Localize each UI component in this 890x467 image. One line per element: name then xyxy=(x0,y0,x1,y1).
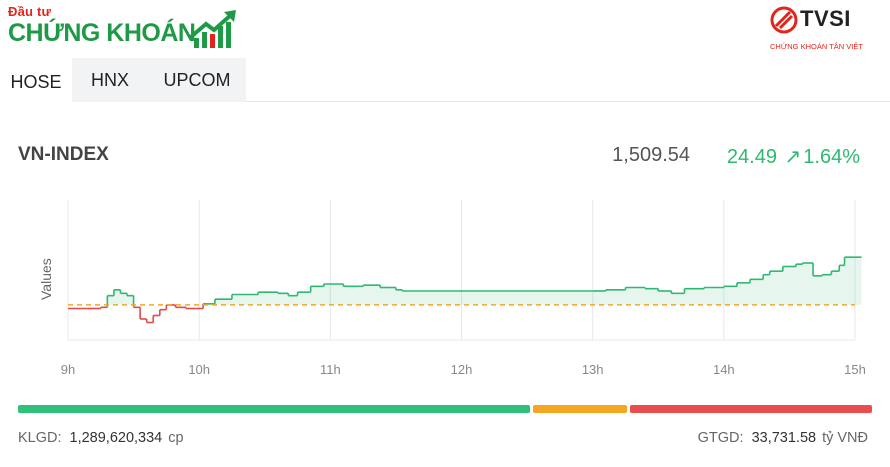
gtgd-value: 33,731.58 xyxy=(751,430,817,446)
klgd-value: 1,289,620,334 xyxy=(69,430,163,446)
tvsi-emblem-icon xyxy=(770,6,798,34)
x-tick-label: 14h xyxy=(713,362,735,377)
tvsi-logo[interactable]: TVSI CHỨNG KHOÁN TÂN VIỆT xyxy=(770,6,880,54)
index-value: 1,509.54 xyxy=(612,144,690,166)
klgd-label: KLGD: xyxy=(18,430,62,446)
value-summary: GTGD: 33,731.58 tỷ VNĐ xyxy=(698,430,868,446)
x-tick-label: 15h xyxy=(844,362,866,377)
brand-subtitle: CHỨNG KHOÁN TÂN VIỆT xyxy=(770,42,863,51)
gtgd-unit: tỷ VNĐ xyxy=(822,430,868,446)
dautu-chungkhoan-logo[interactable]: Đầu tư CHỨNG KHOÁN xyxy=(8,4,248,52)
brand-name: TVSI xyxy=(800,6,851,31)
x-tick-label: 10h xyxy=(188,362,210,377)
logo-top-text: Đầu tư xyxy=(8,4,52,19)
intraday-chart: 9h 10h 11h 12h 13h 14h 15h xyxy=(0,185,890,385)
index-change-points: 24.49 xyxy=(726,146,777,168)
index-change-percent: 1.64% xyxy=(803,146,860,168)
header: Đầu tư CHỨNG KHOÁN TVSI CHỨNG KHOÁN TÂN … xyxy=(0,0,890,60)
tab-hnx[interactable]: HNX xyxy=(72,58,148,102)
tab-hose[interactable]: HOSE xyxy=(0,60,72,104)
intraday-chart-svg: 9h 10h 11h 12h 13h 14h 15h xyxy=(61,200,866,377)
arrow-up-right-icon: ↗ xyxy=(784,146,802,168)
logo-main-text: CHỨNG KHOÁN xyxy=(8,19,196,47)
growth-chart-icon xyxy=(190,10,236,48)
klgd-unit: cp xyxy=(168,430,184,446)
x-tick-label: 13h xyxy=(582,362,604,377)
exchange-tabs: HOSE HNX UPCOM xyxy=(0,58,890,104)
x-tick-label: 11h xyxy=(320,362,341,377)
x-tick-label: 12h xyxy=(451,362,473,377)
gtgd-label: GTGD: xyxy=(697,430,744,446)
y-axis-label: Values xyxy=(38,258,54,300)
tab-upcom[interactable]: UPCOM xyxy=(148,58,246,102)
index-change: 24.49 ↗ 1.64% xyxy=(727,144,860,169)
x-tick-label: 9h xyxy=(61,362,75,377)
decliners-bar xyxy=(630,405,872,413)
advancers-bar xyxy=(18,405,530,413)
area-fill-up xyxy=(68,257,862,305)
index-name: VN-INDEX xyxy=(18,144,109,165)
volume-summary: KLGD: 1,289,620,334 cp xyxy=(18,430,184,446)
unchanged-bar xyxy=(533,405,627,413)
